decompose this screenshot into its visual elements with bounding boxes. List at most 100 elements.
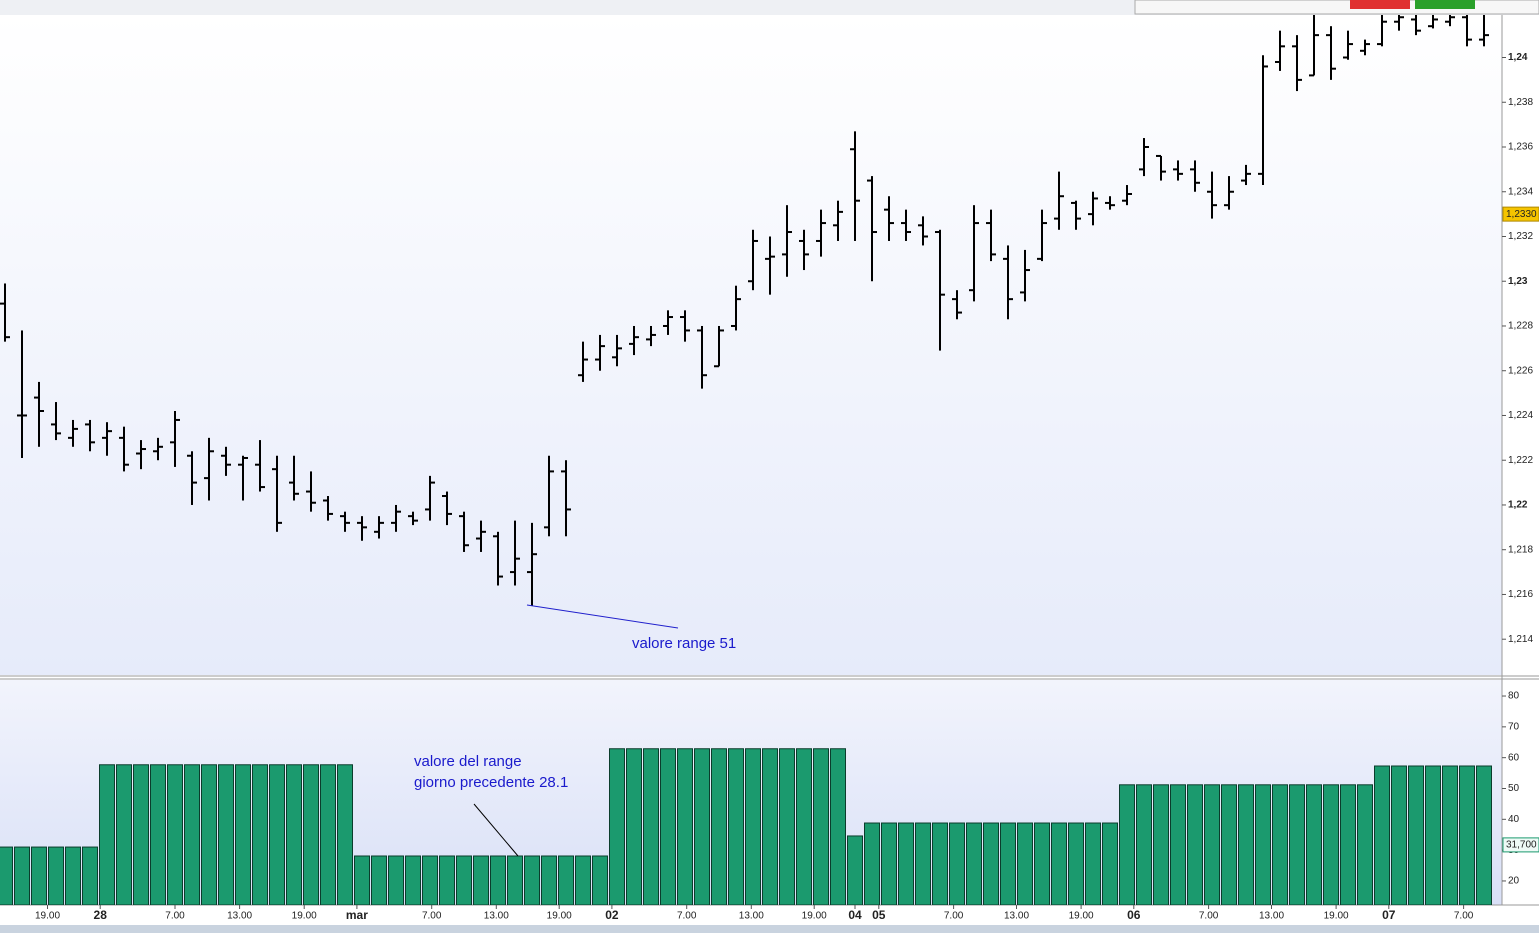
bar [1068,822,1084,905]
y-tick-label: 20 [1508,876,1520,887]
x-tick-label: 02 [605,908,619,922]
bar [405,855,421,905]
y-tick-label: 50 [1508,783,1520,794]
bar [643,748,659,905]
x-tick-label: 28 [94,908,108,922]
bar [609,748,625,905]
annotation-line [526,604,679,629]
y-tick-label: 1,236 [1508,142,1533,153]
bar [1153,784,1169,905]
bar [1221,784,1237,905]
annotation-line [473,803,519,857]
y-tick-label: 60 [1508,752,1520,763]
bar [252,764,268,905]
bar [966,822,982,905]
x-tick-label: 19.00 [547,911,572,922]
current-value-label: 1,2330 [1506,209,1537,220]
x-tick-label: 13.00 [227,911,252,922]
x-tick-label: 04 [848,908,862,922]
bar [1119,784,1135,905]
y-tick-label: 1,234 [1508,186,1533,197]
bar [116,764,132,905]
y-tick-label: 1,224 [1508,410,1533,421]
bar [1391,765,1407,905]
bar [796,748,812,905]
bar [915,822,931,905]
bar [1374,765,1390,905]
x-tick-label: 7.00 [1454,911,1474,922]
x-tick-label: 7.00 [422,911,442,922]
bar [711,748,727,905]
bar [1425,765,1441,905]
bar [1000,822,1016,905]
y-tick-label: 1,214 [1508,634,1533,645]
bar [660,748,676,905]
bar [439,855,455,905]
bar [1357,784,1373,905]
scrollbar [0,925,1539,933]
annotation: valore del range [414,753,522,770]
bar [813,748,829,905]
bar [303,764,319,905]
y-tick-label: 1,218 [1508,544,1533,555]
bar [592,855,608,905]
bar [0,846,13,905]
x-tick-label: 13.00 [1259,911,1284,922]
y-tick-label: 1,228 [1508,321,1533,332]
x-tick-label: 7.00 [944,911,964,922]
bar [983,822,999,905]
x-tick-label: 05 [872,908,886,922]
bar [949,822,965,905]
bar [31,846,47,905]
bar [456,855,472,905]
bar [694,748,710,905]
main-panel [0,15,1502,675]
bar [677,748,693,905]
bar [99,764,115,905]
bar [507,855,523,905]
bar [14,846,30,905]
bar [1187,784,1203,905]
bar [898,822,914,905]
bar [1204,784,1220,905]
bar [371,855,387,905]
bar [847,835,863,905]
bar [490,855,506,905]
x-tick-label: 13.00 [484,911,509,922]
bar [65,846,81,905]
buy-button[interactable] [1415,0,1475,9]
bar [524,855,540,905]
x-tick-label: 13.00 [739,911,764,922]
x-tick-label: 19.00 [35,911,60,922]
bar [1255,784,1271,905]
bar [779,748,795,905]
y-tick-label: 1,23 [1508,276,1528,287]
annotation: giorno precedente 28.1 [414,774,568,791]
y-tick-label: 1,22 [1508,500,1528,511]
y-tick-label: 1,232 [1508,231,1533,242]
bar [1085,822,1101,905]
x-tick-label: 13.00 [1004,911,1029,922]
bar [1476,765,1492,905]
bar [626,748,642,905]
x-tick-label: 19.00 [802,911,827,922]
x-tick-label: 19.00 [1324,911,1349,922]
bar [830,748,846,905]
bar [320,764,336,905]
bar [932,822,948,905]
current-value-box [1502,206,1539,222]
x-tick-label: 7.00 [677,911,697,922]
y-tick-label: 1,238 [1508,97,1533,108]
bar [728,748,744,905]
y-tick-label: 1,24 [1508,52,1528,63]
sell-button[interactable] [1350,0,1410,9]
toolbar-panel [1134,0,1539,15]
bar [1102,822,1118,905]
bar [1051,822,1067,905]
bar [881,822,897,905]
bar [1034,822,1050,905]
bar [1408,765,1424,905]
annotation: valore range 51 [632,635,736,652]
bar [167,764,183,905]
